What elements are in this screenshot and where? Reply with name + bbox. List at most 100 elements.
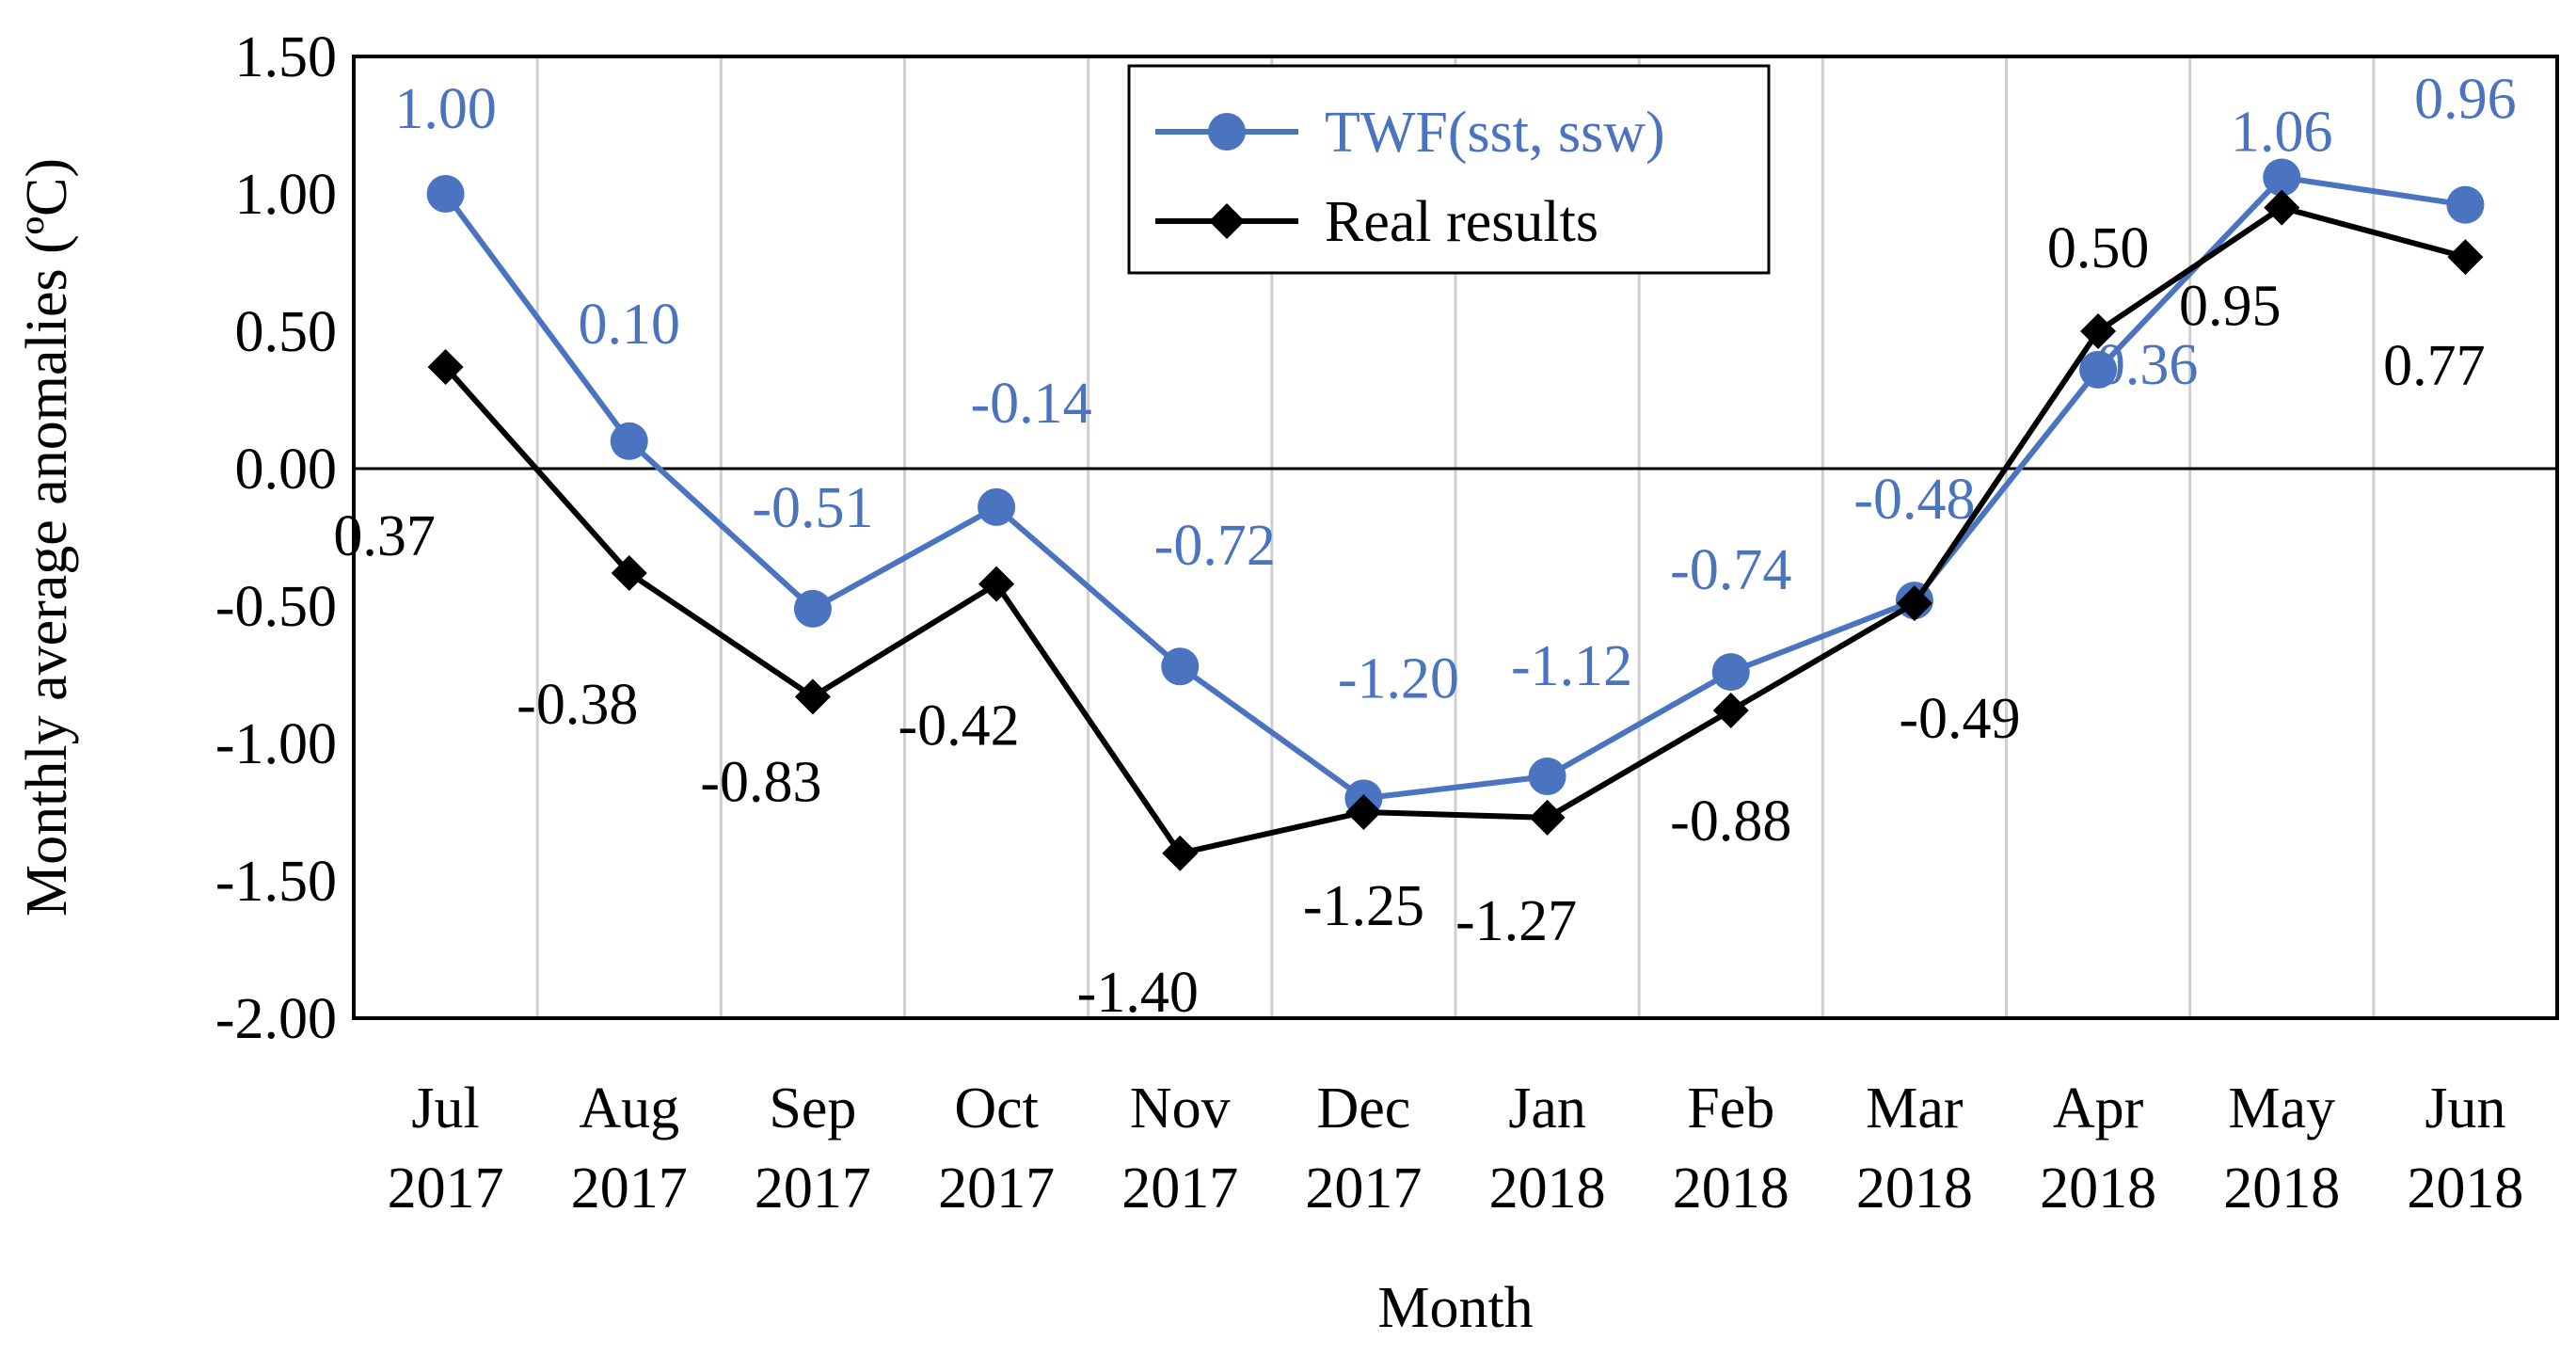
data-series [426,158,2485,871]
x-tick-year: 2017 [571,1157,688,1220]
data-point [793,589,832,628]
x-tick-year: 2018 [1673,1157,1789,1220]
x-tick-year: 2018 [1489,1157,1606,1220]
data-label: -1.27 [1455,889,1577,953]
x-axis-label: Month [1377,1276,1533,1340]
data-label: -0.14 [971,372,1092,436]
data-point [978,487,1016,526]
data-point [1896,585,1932,622]
data-point [978,566,1015,602]
legend-marker [1209,203,1245,239]
data-label: -1.25 [1303,874,1424,938]
x-tick-year: 2017 [1121,1157,1238,1220]
legend-marker [1208,113,1246,151]
y-tick-label: 0.50 [235,300,338,364]
y-tick-label: 1.50 [235,25,338,89]
data-point [1711,653,1750,692]
x-tick-month: Mar [1866,1077,1964,1141]
x-tick-month: Oct [954,1077,1039,1141]
data-label: 1.00 [394,77,497,141]
legend-item: Real results [1155,190,1598,254]
x-tick-label: Jan 2018 [1489,1077,1606,1220]
x-axis-tick-labels: Jul 2017 Aug 2017 Sep 2017 Oct 2017 Nov 2017 Dec 20… [388,1077,2524,1220]
data-point [611,554,647,591]
legend: TWF(sst, ssw) Real results [1127,64,1771,275]
series-real-results [427,189,2484,871]
x-tick-label: Dec 2017 [1305,1077,1422,1220]
y-tick-label: 1.00 [235,163,338,227]
data-point [1529,799,1566,836]
data-label: -0.72 [1154,514,1276,578]
data-label: -1.20 [1338,646,1459,710]
data-point [1345,794,1382,830]
data-label: -0.88 [1670,790,1791,853]
plot-area-border [352,55,2559,1020]
data-label: 0.37 [333,504,436,568]
x-tick-year: 2017 [938,1157,1055,1220]
x-tick-label: Oct 2017 [938,1077,1055,1220]
legend-label: TWF(sst, ssw) [1325,101,1665,165]
x-tick-month: Sep [769,1077,856,1141]
x-tick-month: Jul [411,1077,479,1141]
y-tick-label: -1.50 [215,850,337,914]
x-tick-year: 2017 [1305,1157,1422,1220]
data-point [1162,835,1199,871]
x-tick-year: 2018 [1856,1157,1973,1220]
x-tick-label: Apr 2018 [2040,1077,2156,1220]
data-point [2264,189,2300,226]
x-tick-year: 2018 [2040,1157,2156,1220]
y-tick-label: 0.00 [235,438,338,502]
x-tick-label: Sep 2017 [755,1077,871,1220]
series-line [443,204,2467,856]
data-labels: 1.00 0.10 -0.51 -0.14 -0.72 -1.20 -1.12 -0.74 -0… [333,68,2516,1025]
data-label: -0.74 [1670,538,1791,602]
y-tick-label: -2.00 [215,987,337,1051]
data-label: 0.95 [2179,275,2282,339]
data-point [610,422,648,460]
data-label: -0.48 [1853,468,1975,532]
x-tick-month: Aug [579,1077,679,1141]
legend-box [1127,64,1771,275]
x-tick-month: Dec [1317,1077,1411,1141]
data-point [1528,758,1566,796]
x-tick-month: Jan [1508,1077,1586,1141]
x-tick-month: Nov [1130,1077,1231,1141]
data-point [1712,692,1749,728]
data-point [1161,647,1200,686]
x-tick-label: Mar 2018 [1856,1077,1973,1220]
data-point [2447,239,2484,276]
data-label: 0.50 [2047,216,2150,280]
x-tick-label: Nov 2017 [1121,1077,1238,1220]
x-tick-label: Feb 2018 [1673,1077,1789,1220]
x-tick-label: Jun 2018 [2407,1077,2523,1220]
data-label: -0.83 [700,750,821,814]
data-point [2263,158,2301,197]
x-tick-label: May 2018 [2223,1077,2340,1220]
data-label: -0.42 [898,694,1020,758]
data-label: 0.77 [2383,334,2486,398]
data-point [2080,313,2117,349]
y-axis-tick-labels: 1.50 1.00 0.50 0.00 -0.50 -1.00 -1.50 -2.00 [215,25,337,1051]
legend-item: TWF(sst, ssw) [1155,101,1665,165]
data-label: -1.40 [1077,961,1199,1025]
y-tick-label: -0.50 [215,575,337,639]
data-label: 0.96 [2414,68,2517,132]
data-label: -0.51 [752,476,873,540]
series-line [443,174,2466,802]
x-tick-month: Feb [1687,1077,1774,1141]
x-tick-label: Aug 2017 [571,1077,688,1220]
x-tick-year: 2018 [2407,1157,2523,1220]
x-tick-month: Jun [2425,1077,2505,1141]
data-point [426,175,465,213]
x-tick-month: Apr [2053,1077,2144,1141]
x-tick-label: Jul 2017 [388,1077,504,1220]
data-label: -0.49 [1899,687,2020,751]
data-point [427,348,464,385]
data-label: 0.36 [2096,333,2199,397]
data-label: -0.38 [517,673,638,737]
x-tick-month: May [2228,1077,2335,1141]
data-label: 1.06 [2231,100,2333,164]
data-point [794,678,831,715]
x-tick-year: 2017 [755,1157,871,1220]
